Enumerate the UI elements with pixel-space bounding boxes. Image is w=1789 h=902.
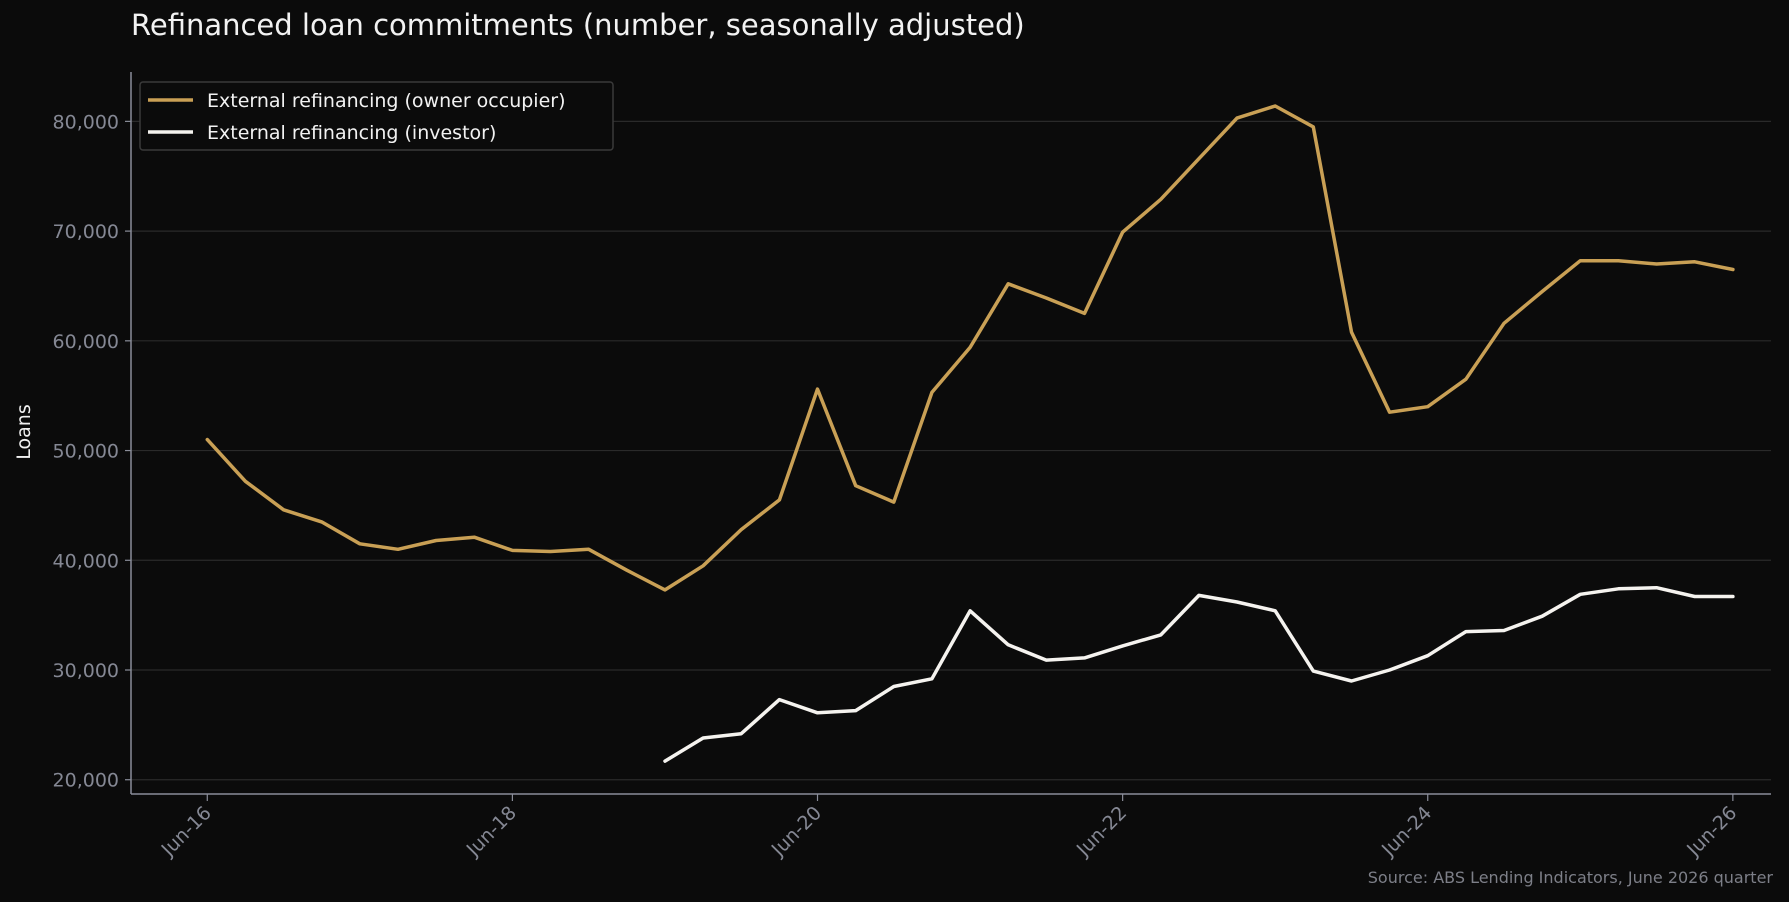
gridlines <box>131 120 1771 781</box>
x-tick-label: Jun-24 <box>1377 802 1436 861</box>
y-tick-label: 50,000 <box>53 441 119 463</box>
y-tick-label: 30,000 <box>53 660 119 682</box>
y-tick-label: 60,000 <box>53 331 119 353</box>
source-note: Source: ABS Lending Indicators, June 202… <box>1367 868 1773 887</box>
y-tick-label: 20,000 <box>53 770 119 792</box>
y-tick-label: 80,000 <box>53 111 119 133</box>
series-line-owner-occupier <box>205 104 1735 592</box>
legend-frame <box>139 81 614 151</box>
chart-title: Refinanced loan commitments (number, sea… <box>131 8 1025 42</box>
y-tick-label: 40,000 <box>53 550 119 572</box>
legend-label-owner-occupier: External refinancing (owner occupier) <box>207 90 566 112</box>
series-lines <box>205 104 1735 763</box>
axes: 20,000 30,000 40,000 50,000 60,000 70,000 80,0… <box>53 72 1771 861</box>
y-tick-label: 70,000 <box>53 221 119 243</box>
x-tick-label: Jun-26 <box>1682 802 1741 861</box>
series-line-investor <box>663 585 1735 763</box>
x-tick-label: Jun-16 <box>157 802 216 861</box>
x-tick-label: Jun-22 <box>1072 802 1131 861</box>
x-tick-label: Jun-18 <box>462 802 521 861</box>
y-axis-title: Loans <box>13 404 35 459</box>
x-tick-label: Jun-20 <box>767 802 826 861</box>
legend: External refinancing (owner occupier) Ex… <box>139 81 614 151</box>
legend-label-investor: External refinancing (investor) <box>207 122 496 144</box>
